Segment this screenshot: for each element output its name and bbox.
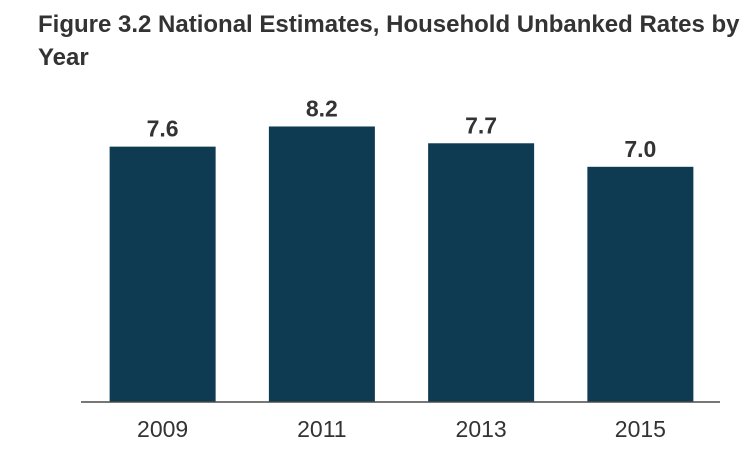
value-label-2015: 7.0 <box>624 136 656 162</box>
bar-2011 <box>268 126 375 402</box>
bar-2013 <box>428 143 535 402</box>
value-label-2011: 8.2 <box>306 95 338 121</box>
bar-2009 <box>109 146 216 402</box>
x-tick-label-2011: 2011 <box>297 416 346 442</box>
value-labels-layer: 7.6 8.2 7.7 7.0 <box>147 95 657 161</box>
x-tick-label-2015: 2015 <box>615 416 666 442</box>
bars-layer <box>109 126 694 402</box>
bar-2015 <box>587 166 694 402</box>
chart-title: Figure 3.2 National Estimates, Household… <box>38 11 740 71</box>
x-tick-label-2013: 2013 <box>456 416 507 442</box>
x-tick-label-2009: 2009 <box>137 416 188 442</box>
x-axis-ticks-layer: 2009 2011 2013 2015 <box>137 416 666 442</box>
value-label-2009: 7.6 <box>147 116 179 142</box>
value-label-2013: 7.7 <box>465 112 497 138</box>
